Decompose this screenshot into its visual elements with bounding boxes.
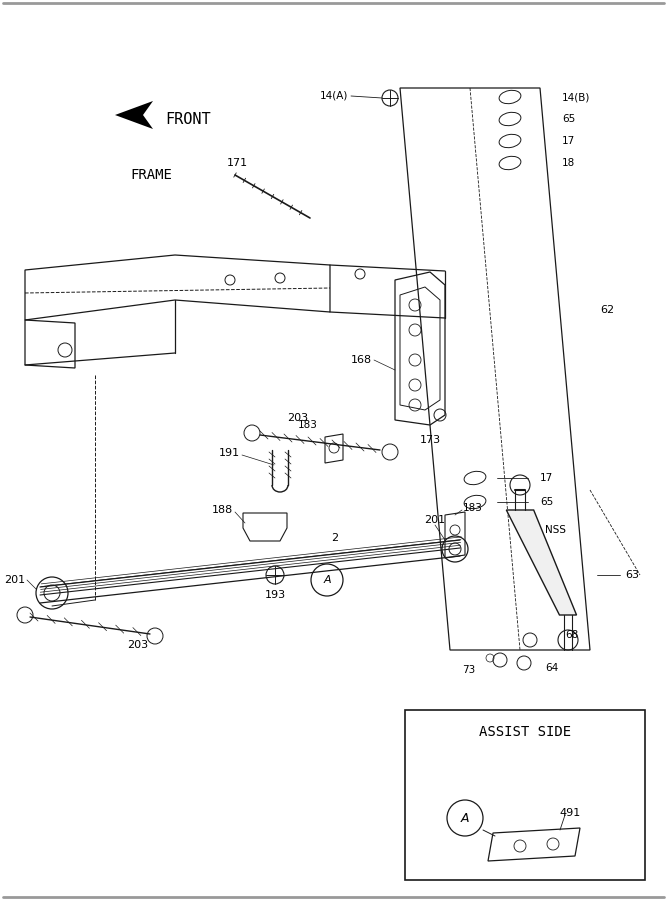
Text: 193: 193 — [264, 590, 285, 600]
Text: 201: 201 — [4, 575, 25, 585]
Text: 17: 17 — [540, 473, 553, 483]
Text: 173: 173 — [420, 435, 441, 445]
Text: 201: 201 — [424, 515, 446, 525]
Text: A: A — [323, 575, 331, 585]
Text: A: A — [461, 812, 470, 824]
Text: 64: 64 — [545, 663, 558, 673]
Text: 171: 171 — [226, 158, 247, 168]
Polygon shape — [115, 101, 153, 129]
Text: 65: 65 — [562, 114, 575, 124]
Text: 188: 188 — [211, 505, 233, 515]
Text: FRONT: FRONT — [165, 112, 211, 128]
Text: 18: 18 — [562, 158, 575, 168]
Text: 68: 68 — [565, 630, 578, 640]
Text: 183: 183 — [463, 503, 483, 513]
Text: 14(B): 14(B) — [562, 92, 590, 102]
Text: 183: 183 — [298, 420, 318, 430]
Text: 491: 491 — [560, 808, 581, 818]
Text: 191: 191 — [219, 448, 240, 458]
Text: 168: 168 — [351, 355, 372, 365]
Bar — [405, 710, 645, 880]
Text: ASSIST SIDE: ASSIST SIDE — [479, 725, 571, 739]
Text: 203: 203 — [127, 640, 149, 650]
Text: NSS: NSS — [545, 525, 566, 535]
Text: 73: 73 — [462, 665, 475, 675]
Text: 2: 2 — [331, 533, 339, 543]
Text: 62: 62 — [600, 305, 614, 315]
Text: 14(A): 14(A) — [319, 91, 348, 101]
Polygon shape — [506, 510, 576, 615]
Text: 65: 65 — [540, 497, 553, 507]
Text: FRAME: FRAME — [130, 168, 172, 182]
Text: 63: 63 — [625, 570, 639, 580]
Text: 17: 17 — [562, 136, 575, 146]
Text: 203: 203 — [287, 413, 309, 423]
